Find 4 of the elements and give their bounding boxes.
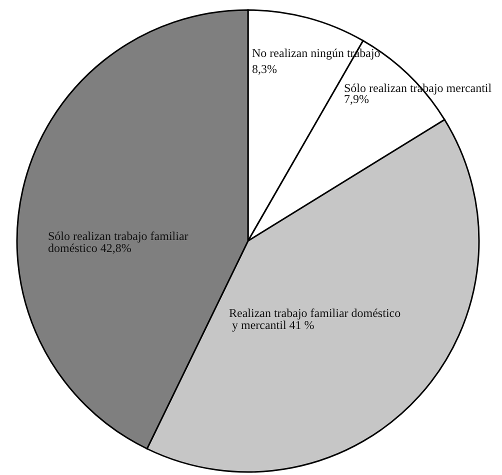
slice-label: Realizan trabajo familiar doméstico y mercantil 41 %	[229, 306, 401, 332]
data-label: 8,3%	[252, 62, 277, 76]
data-label: 7,9%	[344, 92, 369, 106]
slice-label: Sólo realizan trabajo familiar doméstico 42,8%	[48, 229, 188, 255]
